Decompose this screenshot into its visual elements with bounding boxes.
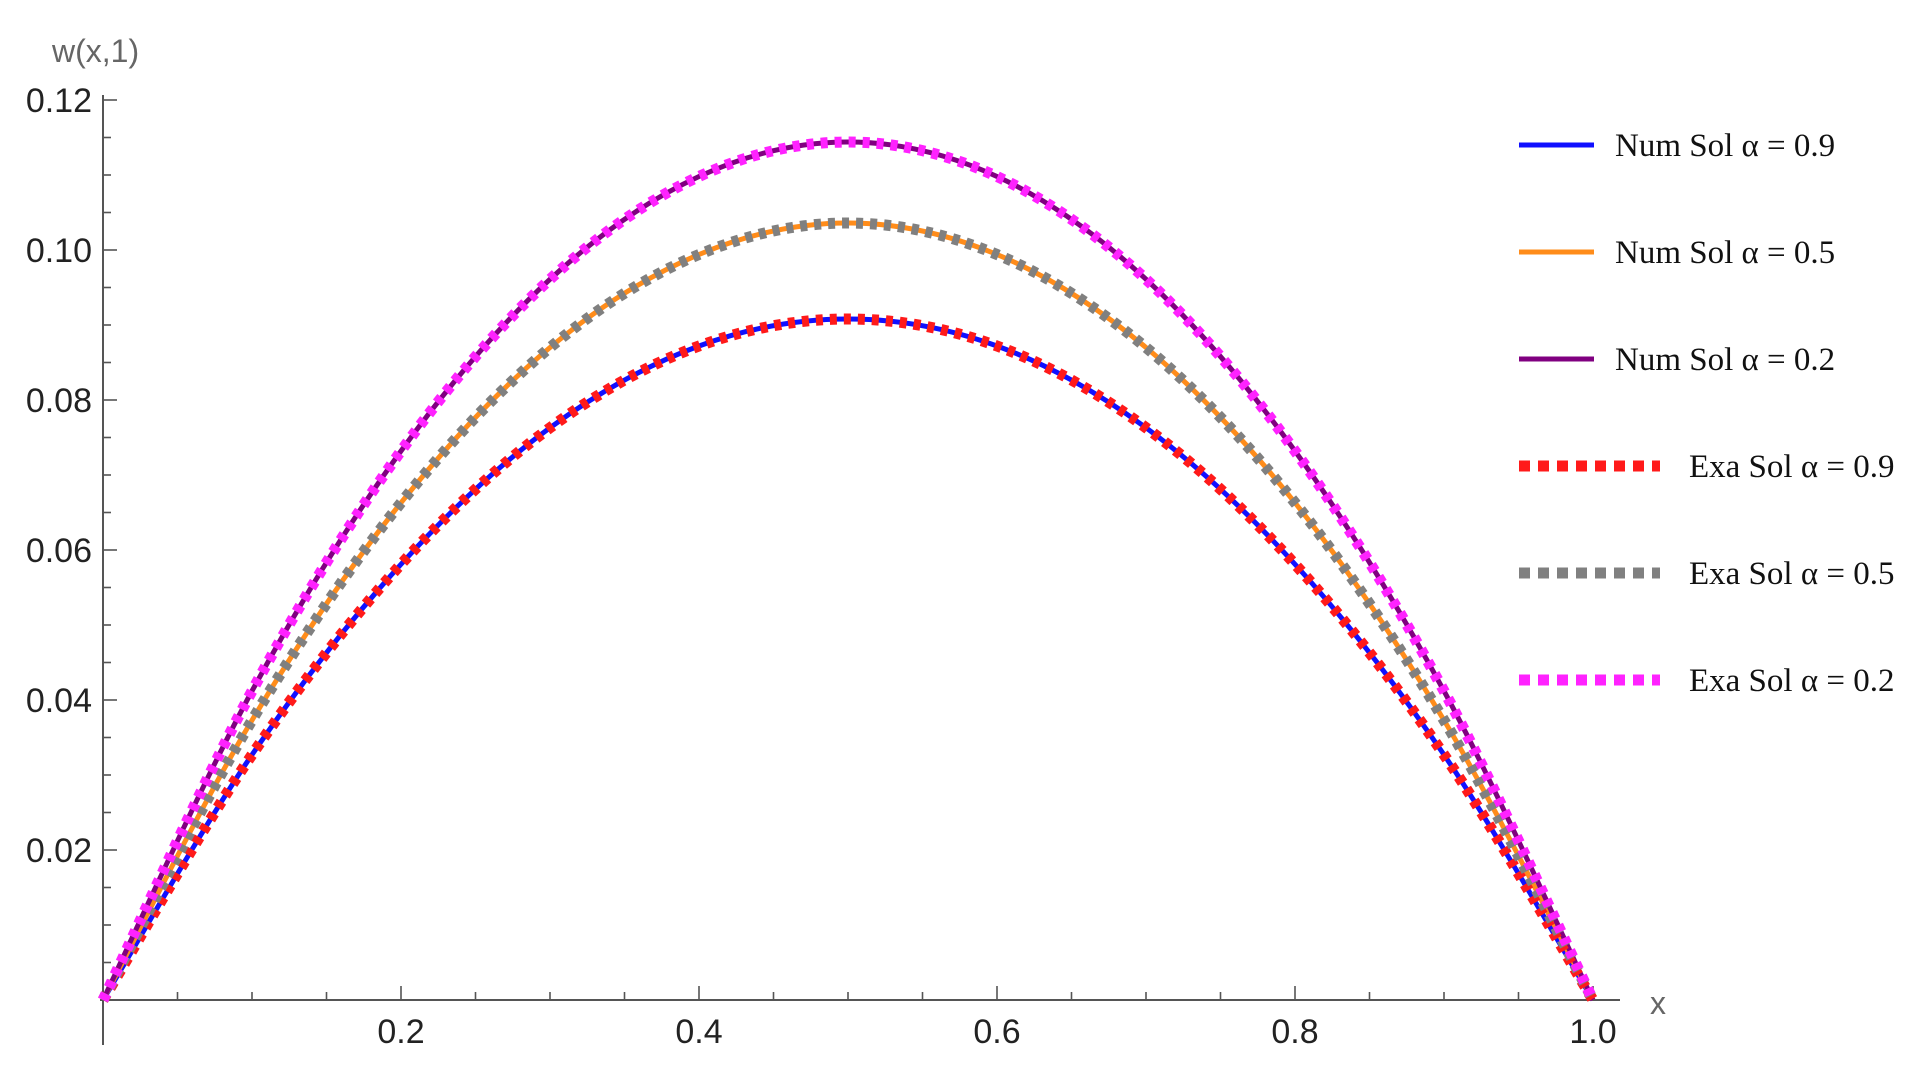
legend: Num Sol α = 0.9 Num Sol α = 0.5 Num Sol α … bbox=[1519, 128, 1894, 699]
y-tick-label: 0.12 bbox=[26, 82, 92, 120]
legend-item: Exa Sol α = 0.9 bbox=[1519, 449, 1894, 485]
series-line-exa-sol-09 bbox=[98, 313, 1598, 1003]
legend-item: Num Sol α = 0.9 bbox=[1519, 128, 1835, 164]
legend-label: Exa Sol α = 0.2 bbox=[1689, 663, 1894, 699]
legend-label: Num Sol α = 0.5 bbox=[1615, 235, 1835, 271]
y-tick-label: 0.02 bbox=[26, 832, 92, 870]
legend-label: Exa Sol α = 0.5 bbox=[1689, 556, 1894, 592]
legend-label: Num Sol α = 0.9 bbox=[1615, 128, 1835, 164]
series-line-exa-sol-05 bbox=[98, 217, 1598, 1003]
legend-item: Num Sol α = 0.5 bbox=[1519, 235, 1835, 271]
y-tick-label: 0.06 bbox=[26, 532, 92, 570]
x-tick-label: 0.4 bbox=[675, 1013, 722, 1051]
x-tick-label: 0.2 bbox=[377, 1013, 424, 1051]
x-tick-label: 0.6 bbox=[973, 1013, 1020, 1051]
x-axis-label: x bbox=[1650, 985, 1666, 1021]
y-tick-label: 0.04 bbox=[26, 682, 92, 720]
legend-label: Num Sol α = 0.2 bbox=[1615, 342, 1835, 378]
legend-label: Exa Sol α = 0.9 bbox=[1689, 449, 1894, 485]
x-tick-label: 0.8 bbox=[1271, 1013, 1318, 1051]
y-tick-label: 0.08 bbox=[26, 382, 92, 420]
axes: w(x,1) x bbox=[51, 33, 1666, 1045]
legend-item: Exa Sol α = 0.2 bbox=[1519, 663, 1894, 699]
y-tick-label: 0.10 bbox=[26, 232, 92, 270]
legend-item: Num Sol α = 0.2 bbox=[1519, 342, 1835, 378]
ticks: 0.2 0.4 0.6 0.8 1.0 0.02 0.04 0.06 0.08 0.10 0.12 bbox=[26, 82, 1617, 1051]
y-axis-label: w(x,1) bbox=[51, 33, 139, 69]
legend-item: Exa Sol α = 0.5 bbox=[1519, 556, 1894, 592]
series-layer bbox=[98, 136, 1598, 1003]
series-line-exa-sol-02 bbox=[98, 136, 1598, 1003]
x-tick-label: 1.0 bbox=[1569, 1013, 1616, 1051]
